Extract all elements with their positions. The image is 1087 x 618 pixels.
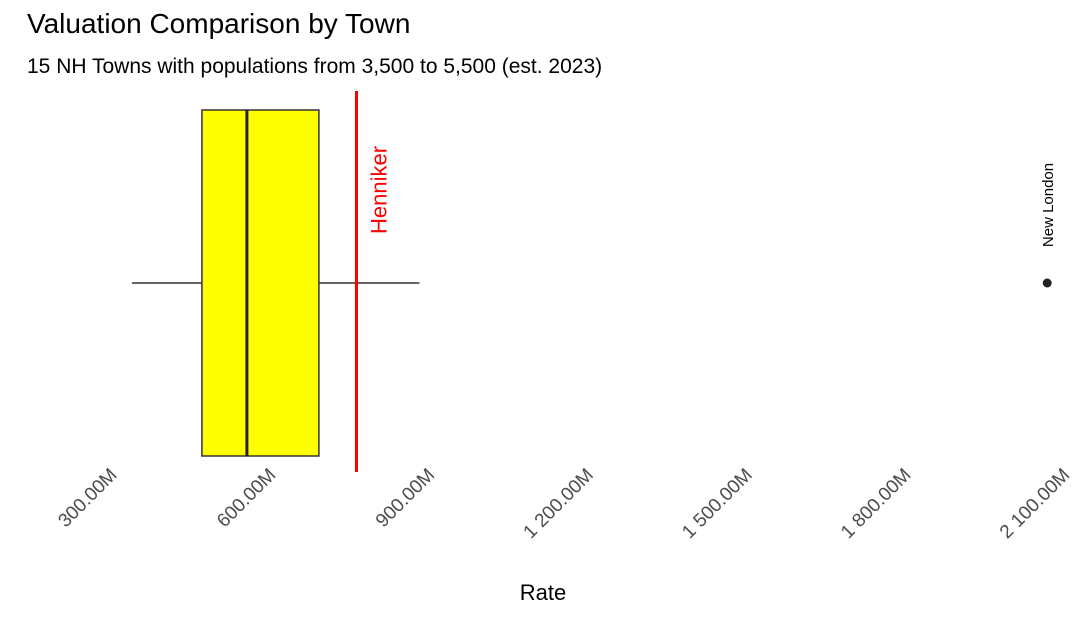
x-axis-ticks: 300.00M 600.00M 900.00M 1 200.00M 1 500.00M 1… <box>54 465 1074 543</box>
chart-subtitle: 15 NH Towns with populations from 3,500 … <box>27 55 603 78</box>
box-iqr <box>201 109 320 457</box>
chart-marks: Henniker New London <box>132 91 1057 472</box>
x-tick-label: 1 800.00M <box>837 465 915 543</box>
reference-line-label: Henniker <box>366 146 391 234</box>
outlier-point <box>1042 278 1052 288</box>
x-axis-label: Rate <box>520 580 566 605</box>
x-tick-label: 2 100.00M <box>996 465 1074 543</box>
x-tick-label: 900.00M <box>372 465 439 532</box>
outlier-label: New London <box>1040 163 1057 247</box>
x-tick-label: 300.00M <box>54 465 121 532</box>
x-tick-label: 600.00M <box>213 465 280 532</box>
x-tick-label: 1 200.00M <box>520 465 598 543</box>
x-tick-label: 1 500.00M <box>678 465 756 543</box>
chart-title: Valuation Comparison by Town <box>27 8 411 39</box>
